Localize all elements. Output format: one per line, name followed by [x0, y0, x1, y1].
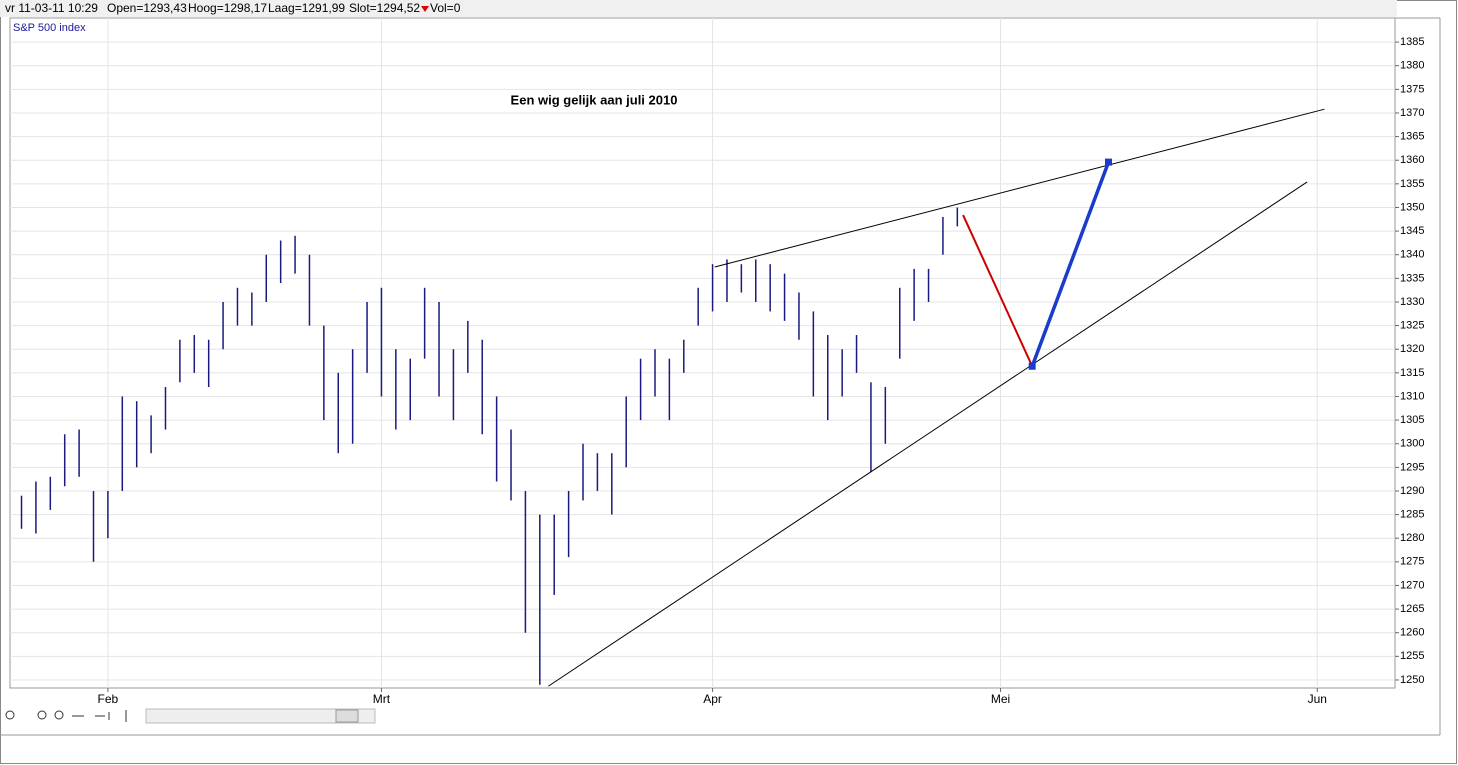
y-tick-label: 1295 — [1400, 461, 1424, 473]
y-tick-label: 1360 — [1400, 154, 1424, 166]
y-tick-label: 1270 — [1400, 579, 1424, 591]
y-tick-label: 1300 — [1400, 438, 1424, 450]
y-tick-label: 1305 — [1400, 414, 1424, 426]
zoom-in-icon[interactable] — [37, 710, 47, 720]
y-tick-label: 1330 — [1400, 296, 1424, 308]
y-tick-label: 1320 — [1400, 343, 1424, 355]
trend-line — [962, 214, 1034, 367]
y-tick-label: 1290 — [1400, 485, 1424, 497]
header-open: Open=1293,43 — [107, 1, 187, 15]
y-tick-label: 1260 — [1400, 627, 1424, 639]
line-handle — [1104, 158, 1112, 166]
trend-line — [714, 108, 1325, 268]
y-tick-label: 1380 — [1400, 60, 1424, 72]
y-tick-label: 1275 — [1400, 556, 1424, 568]
y-tick-label: 1310 — [1400, 390, 1424, 402]
header-high: Hoog=1298,17 — [188, 1, 267, 15]
y-tick-label: 1325 — [1400, 320, 1424, 332]
y-tick-label: 1370 — [1400, 107, 1424, 119]
header-low: Laag=1291,99 — [268, 1, 345, 15]
y-tick-label: 1345 — [1400, 225, 1424, 237]
line-handle — [1028, 362, 1036, 370]
y-tick-label: 1350 — [1400, 201, 1424, 213]
y-tick-label: 1335 — [1400, 272, 1424, 284]
y-tick-label: 1365 — [1400, 131, 1424, 143]
header-date: vr 11-03-11 10:29 — [5, 1, 98, 15]
zoom-out-icon[interactable] — [54, 710, 64, 720]
x-tick-label: Jun — [1308, 692, 1327, 706]
header-volume: Vol=0 — [430, 1, 461, 15]
index-label: S&P 500 index — [13, 22, 86, 34]
trend-line — [1030, 161, 1111, 367]
y-tick-label: 1315 — [1400, 367, 1424, 379]
header-close: Slot=1294,52 — [349, 1, 420, 15]
x-tick-label: Feb — [98, 692, 119, 706]
y-tick-label: 1255 — [1400, 650, 1424, 662]
x-tick-label: Mei — [991, 692, 1010, 706]
trend-line — [548, 181, 1308, 687]
scroll-thumb[interactable] — [335, 709, 359, 723]
down-arrow — [421, 6, 429, 12]
x-tick-label: Mrt — [373, 692, 391, 706]
scrollbar[interactable] — [145, 708, 376, 724]
plot-area — [9, 17, 1396, 689]
toolbar — [5, 708, 376, 724]
y-tick-label: 1280 — [1400, 532, 1424, 544]
header-bar — [0, 0, 1397, 17]
zoom-icon[interactable] — [5, 710, 15, 720]
annotation: Een wig gelijk aan juli 2010 — [511, 92, 678, 107]
y-tick-label: 1265 — [1400, 603, 1424, 615]
y-tick-label: 1355 — [1400, 178, 1424, 190]
y-tick-label: 1250 — [1400, 674, 1424, 686]
tool-icons[interactable] — [72, 710, 127, 722]
y-tick-label: 1385 — [1400, 36, 1424, 48]
y-tick-label: 1340 — [1400, 249, 1424, 261]
y-tick-label: 1285 — [1400, 509, 1424, 521]
y-tick-label: 1375 — [1400, 83, 1424, 95]
x-tick-label: Apr — [703, 692, 722, 706]
